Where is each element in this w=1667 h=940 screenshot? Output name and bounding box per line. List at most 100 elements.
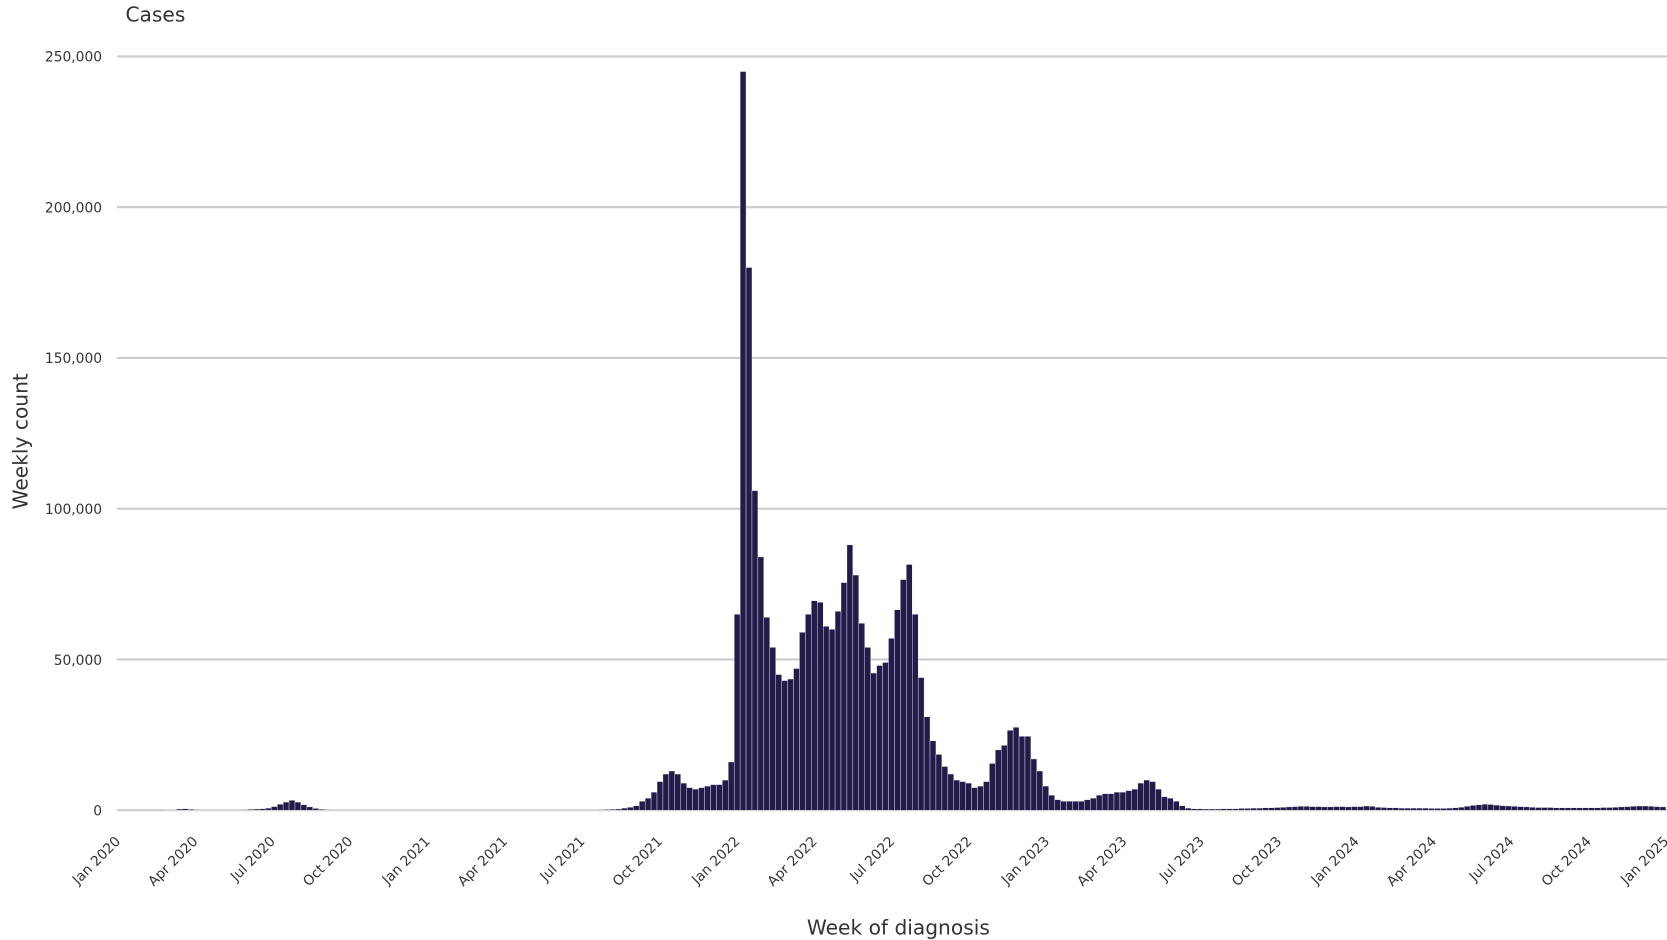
bar xyxy=(787,678,794,811)
bar xyxy=(271,806,278,811)
bar xyxy=(1214,808,1222,811)
bar xyxy=(698,787,705,811)
bar xyxy=(241,809,248,811)
bar xyxy=(1642,805,1649,811)
bar xyxy=(1012,727,1020,811)
bar xyxy=(259,808,266,811)
bar xyxy=(686,787,693,811)
bar xyxy=(615,808,622,811)
bar xyxy=(1268,807,1275,811)
bar xyxy=(745,267,753,811)
bar xyxy=(1564,807,1572,811)
bar xyxy=(1315,806,1322,811)
bar xyxy=(757,556,765,811)
bar xyxy=(1060,800,1067,811)
bar xyxy=(1339,806,1346,811)
bar xyxy=(1226,808,1233,811)
bar xyxy=(1101,793,1109,811)
bar xyxy=(1173,800,1180,811)
bar xyxy=(876,665,883,811)
bar xyxy=(1161,796,1168,811)
y-tick-label: 250,000 xyxy=(45,50,102,66)
bar xyxy=(1630,806,1637,811)
x-tick-label: Jan 2025 xyxy=(1617,834,1667,889)
bar xyxy=(265,807,272,811)
bar xyxy=(1398,807,1405,811)
x-tick-label: Oct 2020 xyxy=(300,834,356,890)
bar xyxy=(1416,807,1423,811)
bar xyxy=(1558,807,1566,811)
bar xyxy=(609,809,616,811)
y-tick-label: 150,000 xyxy=(45,351,102,367)
bar xyxy=(1653,806,1661,811)
bar xyxy=(1143,779,1150,811)
bar xyxy=(858,623,865,811)
x-tick-label: Apr 2024 xyxy=(1384,833,1440,889)
bar xyxy=(1220,808,1227,811)
x-tick-label: Apr 2021 xyxy=(455,834,511,890)
x-tick-label: Apr 2020 xyxy=(145,834,201,890)
bar xyxy=(1137,782,1144,811)
bar xyxy=(1345,806,1352,811)
bar xyxy=(276,803,284,811)
bar xyxy=(1392,807,1400,811)
bar xyxy=(182,808,189,811)
bar xyxy=(1232,808,1239,811)
bar xyxy=(882,662,889,811)
bar xyxy=(864,647,871,811)
bar xyxy=(1321,806,1328,811)
bar xyxy=(716,784,723,811)
bar xyxy=(1458,807,1465,811)
bar xyxy=(1333,806,1340,811)
bar xyxy=(965,782,972,811)
bar xyxy=(722,779,729,811)
bar xyxy=(935,754,943,811)
bar xyxy=(947,773,954,811)
x-tick-label: Oct 2021 xyxy=(610,834,666,890)
bar xyxy=(1481,803,1489,811)
bar xyxy=(674,773,681,811)
bar xyxy=(1024,736,1032,811)
x-tick-label: Jan 2021 xyxy=(379,834,434,889)
x-tick-label: Oct 2022 xyxy=(919,834,975,890)
bar xyxy=(1594,807,1601,811)
bar xyxy=(627,807,634,811)
bar xyxy=(1547,807,1554,811)
bar xyxy=(959,781,966,811)
bar xyxy=(680,782,687,811)
bar xyxy=(828,629,836,811)
bar xyxy=(1309,806,1316,811)
bar xyxy=(888,638,895,811)
bar xyxy=(1179,805,1186,811)
bar xyxy=(1541,807,1548,811)
bar xyxy=(1552,807,1560,811)
bar xyxy=(1090,797,1097,811)
bar xyxy=(288,800,296,811)
bar xyxy=(1475,804,1483,811)
bar xyxy=(1351,806,1358,811)
bar xyxy=(597,809,604,811)
bar xyxy=(781,680,788,811)
bar xyxy=(983,781,990,811)
bar xyxy=(811,600,818,811)
bar xyxy=(1618,806,1625,811)
x-tick-label: Jan 2022 xyxy=(688,834,743,889)
bar xyxy=(1001,745,1008,811)
bar xyxy=(1327,806,1334,811)
y-tick-label: 100,000 xyxy=(45,502,102,518)
bar xyxy=(324,809,331,811)
bar xyxy=(1440,808,1447,811)
bar xyxy=(846,544,854,811)
bar xyxy=(710,784,717,811)
bar xyxy=(662,773,670,811)
bar xyxy=(187,809,195,811)
bar xyxy=(1380,807,1388,811)
bar xyxy=(704,785,711,811)
x-tick-label: Jan 2023 xyxy=(998,834,1053,889)
y-tick-label: 0 xyxy=(93,804,102,820)
bar xyxy=(1285,806,1293,811)
bar xyxy=(840,582,848,811)
bar xyxy=(775,674,782,811)
bar xyxy=(1274,807,1281,811)
bar xyxy=(1505,805,1512,811)
